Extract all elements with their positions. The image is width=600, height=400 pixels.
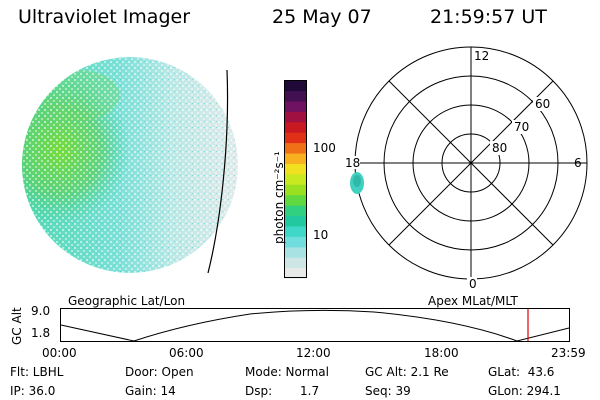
polar-mlt-plot: 12 18 6 0 60 70 80 — [344, 46, 588, 290]
colorbar-tick-100: 100 — [313, 141, 336, 155]
colorbar-band — [284, 132, 307, 144]
alt-top-value: 9.0 — [31, 304, 51, 318]
colorbar-tick-10: 10 — [313, 228, 329, 242]
altitude-timeline — [60, 308, 570, 342]
lat-label-60: 60 — [535, 97, 550, 111]
colorbar-band — [284, 225, 307, 237]
filter-info: Flt: LBHL — [10, 365, 64, 379]
glon-info: GLon: 294.1 — [488, 384, 561, 398]
mlt-label-12: 12 — [474, 49, 489, 63]
time-tick-0600: 06:00 — [169, 346, 204, 360]
colorbar-band — [284, 80, 307, 92]
colorbar-band — [284, 173, 307, 185]
gc-alt-info: GC Alt: 2.1 Re — [365, 365, 449, 379]
seq-info: Seq: 39 — [365, 384, 411, 398]
glat-info: GLat: 43.6 — [488, 365, 555, 379]
gain-info: Gain: 14 — [125, 384, 176, 398]
meridian-diag-2 — [388, 80, 554, 246]
colorbar-band — [284, 267, 307, 279]
terminator-line — [207, 69, 229, 274]
ip-info: IP: 36.0 — [10, 384, 56, 398]
colorbar-band — [284, 121, 307, 133]
colorbar-unit-label: photon cm⁻²s⁻¹ — [272, 151, 286, 244]
colorbar-band — [284, 163, 307, 175]
colorbar-band — [284, 236, 307, 248]
door-info: Door: Open — [125, 365, 194, 379]
time-tick-2359: 23:59 — [551, 346, 586, 360]
dsp-value: 1.7 — [300, 384, 320, 398]
mlt-label-0: 0 — [469, 277, 477, 290]
instrument-title: Ultraviolet Imager — [18, 6, 191, 28]
mode-info: Mode: Normal — [245, 365, 329, 379]
colorbar-band — [284, 90, 307, 102]
colorbar-band — [284, 205, 307, 217]
altitude-curve — [60, 309, 570, 342]
gc-alt-axis-label: GC Alt — [10, 307, 24, 345]
time-tick-1800: 18:00 — [424, 346, 459, 360]
geographic-image-panel — [22, 57, 238, 274]
lat-label-80: 80 — [492, 141, 507, 155]
colorbar-band — [284, 246, 307, 258]
dsp-label: Dsp: — [245, 384, 273, 398]
lat-label-70: 70 — [514, 120, 529, 134]
colorbar-band — [284, 100, 307, 112]
colorbar-band — [284, 142, 307, 154]
time-tick-0000: 00:00 — [42, 346, 77, 360]
uv-emission-disk — [22, 57, 238, 273]
colorbar-band — [284, 257, 307, 269]
apex-label: Apex MLat/MLT — [428, 294, 518, 308]
geographic-label: Geographic Lat/Lon — [68, 294, 186, 308]
colorbar-band — [284, 215, 307, 227]
date-label: 25 May 07 — [272, 6, 372, 28]
colorbar-band — [284, 111, 307, 123]
mlt-label-6: 6 — [574, 156, 582, 170]
colorbar-band — [284, 184, 307, 196]
color-scale-bar — [284, 80, 307, 279]
time-tick-1200: 12:00 — [296, 346, 331, 360]
alt-bottom-value: 1.8 — [31, 326, 51, 340]
colorbar-band — [284, 152, 307, 164]
mlt-label-18: 18 — [345, 156, 360, 170]
colorbar-band — [284, 194, 307, 206]
time-label: 21:59:57 UT — [430, 6, 547, 28]
